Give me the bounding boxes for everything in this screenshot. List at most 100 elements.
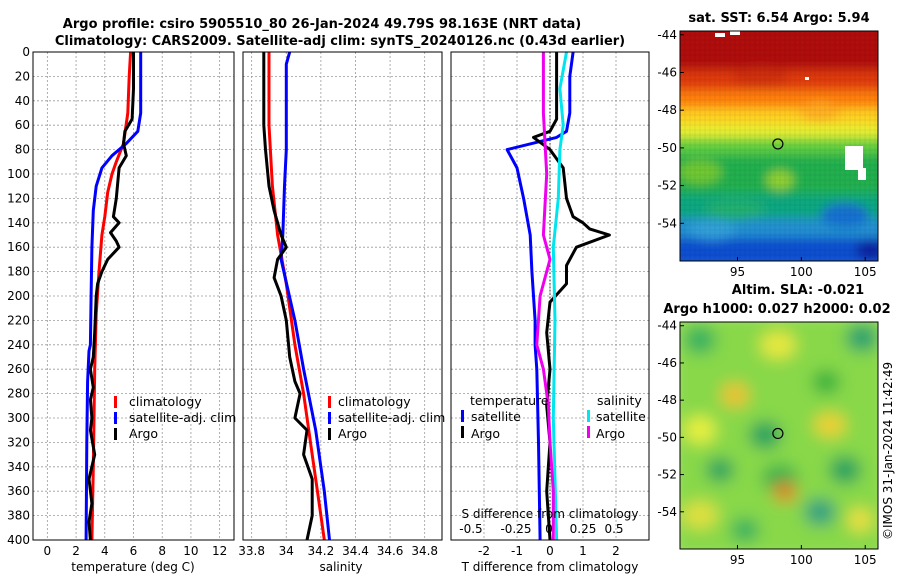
lat-tick-label: -54 [657, 505, 677, 519]
sla-map-frame [679, 321, 879, 550]
difference-axes-frame [450, 51, 650, 541]
series-line-argo [262, 52, 314, 540]
depth-tick-label: 280 [7, 387, 30, 401]
legend-swatch-argo [114, 428, 117, 440]
depth-tick-label: 80 [15, 143, 30, 157]
sst-missing-data [805, 77, 809, 80]
x-tick-label: 34.4 [342, 544, 369, 558]
depth-tick-label: 320 [7, 435, 30, 449]
s-tick-label: -0.5 [459, 522, 482, 536]
series-line-satellite-adj-clim [84, 52, 143, 540]
lat-tick-label: -46 [657, 65, 677, 79]
depth-tick-label: 260 [7, 362, 30, 376]
lat-tick-label: -48 [657, 393, 677, 407]
legend-swatch-s-satellite [587, 410, 590, 422]
legend-label-s-argo: Argo [596, 426, 625, 441]
difference-tick-labels: -2 -1 0 1 2 [478, 544, 620, 558]
sst-missing-data [858, 168, 866, 180]
salinity-legend: climatology satellite-adj. clim Argo [328, 394, 445, 441]
legend-swatch-satellite [328, 412, 331, 424]
temperature-tick-labels: 0 2 4 6 8 10 12 [44, 544, 228, 558]
temperature-axes-frame [32, 51, 235, 541]
difference-legend: temperature salinity satellite Argo sate… [461, 393, 646, 441]
legend-label-s-satellite: satellite [596, 409, 646, 424]
sla-map-title-line1: Altim. SLA: -0.021 [732, 283, 864, 298]
salinity-axes-frame [242, 51, 443, 541]
depth-tick-label: 360 [7, 484, 30, 498]
x-tick-label: -2 [478, 544, 490, 558]
s-tick-label: 0.5 [604, 522, 623, 536]
lat-tick-label: -52 [657, 468, 677, 482]
series-line-temperature-satellite [505, 52, 575, 540]
x-tick-label: 33.8 [238, 544, 265, 558]
x-tick-label: 2 [72, 544, 80, 558]
lat-tick-label: -50 [657, 430, 677, 444]
sla-map-panel: Altim. SLA: -0.021 Argo h1000: 0.027 h20… [657, 283, 890, 567]
lat-tick-label: -46 [657, 356, 677, 370]
legend-header-salinity: salinity [597, 393, 642, 408]
legend-swatch-t-satellite [461, 410, 464, 422]
legend-swatch-s-argo [587, 426, 590, 438]
x-tick-label: 4 [101, 544, 109, 558]
depth-tick-label: 20 [15, 69, 30, 83]
legend-swatch-t-argo [461, 426, 464, 438]
sst-map-image [680, 31, 878, 261]
lon-tick-label: 105 [854, 553, 877, 567]
depth-tick-label: 160 [7, 240, 30, 254]
difference-series [505, 52, 611, 540]
legend-label-satellite: satellite-adj. clim [338, 410, 445, 425]
salinity-grid [243, 51, 442, 541]
legend-label-satellite: satellite-adj. clim [129, 410, 236, 425]
series-line-satellite-adj-clim [279, 52, 331, 540]
legend-swatch-climatology [328, 396, 331, 408]
x-tick-label: 1 [579, 544, 587, 558]
x-tick-label: 10 [183, 544, 198, 558]
depth-tick-label: 40 [15, 94, 30, 108]
temperature-xlabel: temperature (deg C) [71, 560, 194, 574]
sst-missing-data [715, 33, 725, 37]
x-tick-label: 6 [130, 544, 138, 558]
s-tick-label: 0.25 [570, 522, 597, 536]
depth-tick-label: 340 [7, 460, 30, 474]
temperature-series [84, 52, 143, 540]
lon-tick-label: 95 [730, 553, 745, 567]
salinity-series [262, 52, 331, 540]
x-tick-label: 0 [546, 544, 554, 558]
s-difference-label: S difference from climatology [462, 507, 639, 521]
temperature-panel: 0204060801001201401601802002202402602803… [7, 45, 236, 574]
depth-tick-label: 180 [7, 265, 30, 279]
lon-tick-label: 100 [790, 553, 813, 567]
lat-tick-label: -54 [657, 216, 677, 230]
sst-map-title: sat. SST: 6.54 Argo: 5.94 [688, 11, 869, 26]
salinity-panel: 33.8 34 34.2 34.4 34.6 34.8 salinity climatol… [238, 51, 445, 574]
difference-xlabel: T difference from climatology [461, 560, 639, 574]
x-tick-label: 0 [44, 544, 52, 558]
legend-label-climatology: climatology [338, 394, 411, 409]
s-tick-label: 0 [545, 522, 553, 536]
x-tick-label: -1 [511, 544, 523, 558]
x-tick-label: 8 [158, 544, 166, 558]
depth-tick-label: 120 [7, 191, 30, 205]
sla-map-title-line2: Argo h1000: 0.027 h2000: 0.02 [663, 302, 890, 317]
depth-tick-label: 240 [7, 338, 30, 352]
argo-location-marker [772, 427, 784, 440]
series-line-temperature-argo [532, 52, 611, 540]
difference-panel: -2 -1 0 1 2 T difference from climatology S … [450, 51, 650, 574]
x-tick-label: 34.2 [308, 544, 335, 558]
temperature-legend: climatology satellite-adj. clim Argo [114, 394, 236, 441]
x-tick-label: 34.6 [377, 544, 404, 558]
x-tick-label: 12 [212, 544, 227, 558]
imos-timestamp: ©IMOS 31-Jan-2024 11:42:49 [881, 362, 895, 540]
sst-map-frame [679, 30, 879, 262]
legend-swatch-satellite [114, 412, 117, 424]
s-tick-label: -0.25 [500, 522, 531, 536]
difference-grid [451, 51, 649, 541]
depth-tick-label: 220 [7, 313, 30, 327]
lat-tick-label: -50 [657, 141, 677, 155]
lon-tick-label: 105 [854, 265, 877, 279]
legend-swatch-argo [328, 428, 331, 440]
sla-map-image [680, 322, 878, 549]
legend-header-temperature: temperature [470, 393, 549, 408]
legend-label-t-satellite: satellite [471, 409, 521, 424]
